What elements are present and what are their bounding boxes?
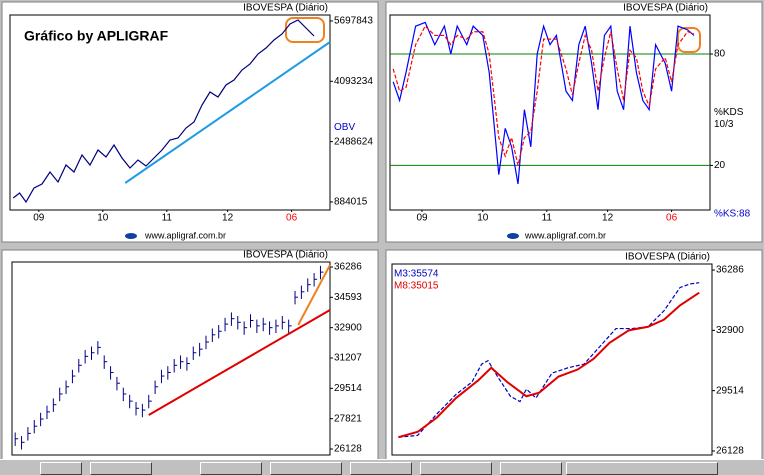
x-tick-label: 10	[97, 213, 109, 224]
chart-title: IBOVESPA (Diário)	[623, 3, 708, 14]
taskbar	[0, 459, 764, 475]
tray	[566, 462, 718, 475]
x-tick-label: 06	[286, 213, 298, 224]
x-tick-label: 11	[542, 213, 553, 224]
logo-icon	[125, 233, 137, 239]
footer: www.apligraf.com.br	[144, 230, 226, 240]
y-tick-label: 20	[714, 160, 726, 171]
chart-title: IBOVESPA (Diário)	[625, 252, 710, 263]
highlight-ring	[285, 17, 325, 43]
series-line	[297, 264, 331, 326]
highlight-ring	[677, 27, 701, 53]
task-button[interactable]	[500, 462, 562, 475]
chart-title: IBOVESPA (Diário)	[243, 250, 328, 261]
series-line	[392, 21, 695, 185]
task-button[interactable]	[270, 462, 342, 475]
x-tick-label: 11	[162, 213, 173, 224]
plot-frame	[11, 261, 331, 456]
footer: www.apligraf.com.br	[524, 230, 606, 240]
y-tick-label: 36286	[716, 265, 744, 276]
y-tick-label: 4093234	[334, 76, 373, 87]
task-button[interactable]	[40, 462, 82, 475]
y-tick-label: 34593	[334, 292, 362, 303]
task-button[interactable]	[420, 462, 492, 475]
legend-label: M8:35015	[394, 281, 439, 292]
series-line	[124, 41, 331, 184]
y-tick-label: 31207	[334, 353, 362, 364]
y-tick-label: 2488624	[334, 136, 373, 147]
x-tick-label: 12	[602, 213, 614, 224]
y-tick-label: 80	[714, 49, 726, 60]
chart-title: IBOVESPA (Diário)	[243, 3, 328, 14]
plot-frame	[9, 14, 331, 211]
x-tick-label: 10	[477, 213, 489, 224]
footnote: %KS:88	[714, 209, 751, 220]
y-tick-label: 26128	[334, 444, 362, 455]
x-tick-label: 09	[416, 213, 428, 224]
series-line	[12, 19, 315, 204]
annotation: Gráfico by APLIGRAF	[24, 28, 169, 44]
axis-sublabel: 10/3	[714, 119, 734, 130]
y-tick-label: 29514	[334, 383, 362, 394]
panel	[1, 249, 379, 473]
x-tick-label: 06	[666, 213, 678, 224]
y-tick-label: 29514	[716, 385, 744, 396]
plot-frame	[391, 263, 713, 456]
y-tick-label: 884015	[334, 197, 368, 208]
y-tick-label: 26128	[716, 446, 744, 457]
axis-label: %KDS	[714, 107, 744, 118]
legend-label: M3:35574	[394, 269, 439, 280]
y-tick-label: 32900	[716, 325, 744, 336]
series-line	[392, 25, 695, 166]
y-tick-label: 32900	[334, 322, 362, 333]
y-tick-label: 36286	[334, 262, 362, 273]
task-button[interactable]	[90, 462, 152, 475]
x-tick-label: 09	[33, 213, 45, 224]
task-button[interactable]	[200, 462, 262, 475]
panel	[385, 249, 763, 473]
x-tick-label: 12	[222, 213, 234, 224]
plot-frame	[389, 14, 711, 211]
series-line	[398, 291, 700, 439]
series-line	[148, 309, 331, 416]
y-tick-label: 27821	[334, 413, 362, 424]
panel	[385, 1, 763, 243]
y-tick-label: 5697843	[334, 16, 373, 27]
logo-icon	[507, 233, 519, 239]
task-button[interactable]	[350, 462, 412, 475]
axis-label: OBV	[334, 122, 355, 133]
